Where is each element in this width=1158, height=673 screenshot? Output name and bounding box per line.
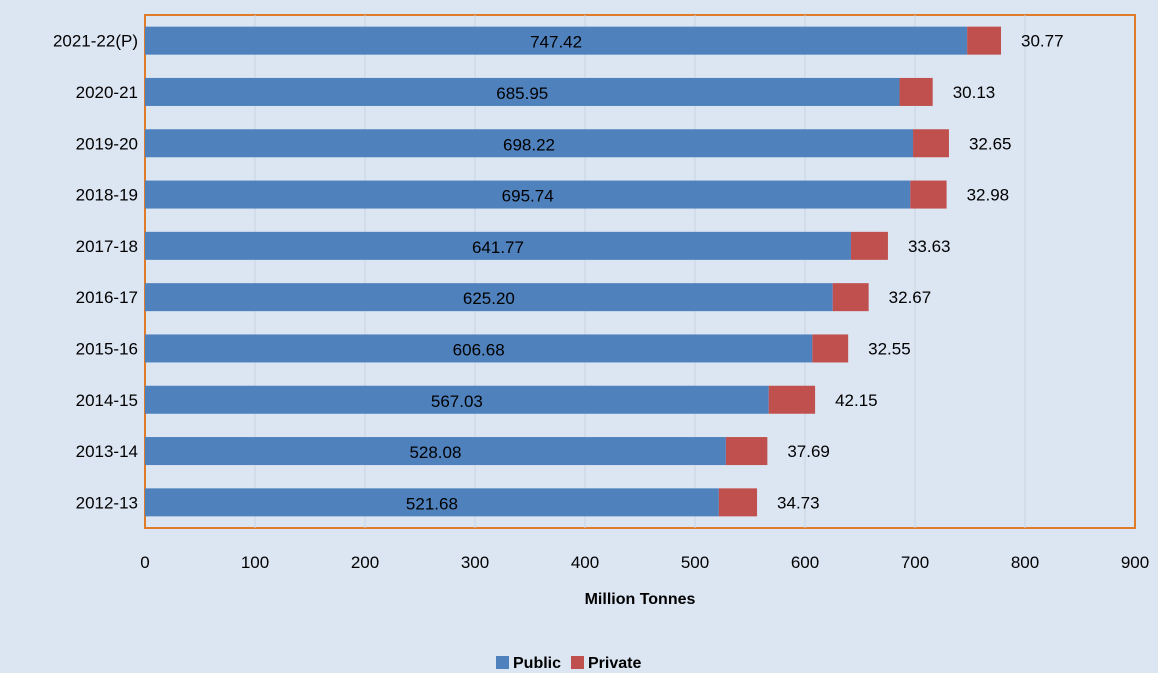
legend-swatch-private [571,656,584,669]
legend-swatch-public [496,656,509,669]
bar-private [832,283,869,312]
category-label: 2013-14 [76,442,138,461]
bar-private [899,77,933,106]
data-label-public: 695.74 [502,187,554,206]
data-label-private: 32.67 [889,288,932,307]
legend-label-private: Private [588,655,641,672]
data-label-private: 34.73 [777,493,820,512]
data-label-public: 606.68 [453,340,505,359]
category-label: 2015-16 [76,339,138,358]
data-label-public: 567.03 [431,392,483,411]
category-label: 2016-17 [76,288,138,307]
x-tick-label: 200 [351,553,379,572]
x-tick-label: 600 [791,553,819,572]
data-label-public: 625.20 [463,289,515,308]
legend: Public Private [496,655,641,672]
category-label: 2020-21 [76,83,138,102]
category-label: 2017-18 [76,237,138,256]
labels: 2021-22(P) 747.42 30.77 2020-21 685.95 30.13 2… [53,32,1064,514]
bar-private [718,488,758,517]
category-label: 2019-20 [76,134,138,153]
bar-private [768,385,816,414]
bar-public [145,385,769,414]
category-label: 2012-13 [76,493,138,512]
bar-public [145,283,833,312]
bar-public [145,488,719,517]
bar-private [967,26,1002,55]
data-label-private: 30.77 [1021,32,1064,51]
x-axis-ticks: 0 100 200 300 400 500 600 700 800 900 [140,553,1149,572]
data-label-public: 698.22 [503,135,555,154]
x-axis-title: Million Tonnes [585,591,696,608]
data-label-public: 685.95 [496,84,548,103]
data-label-private: 32.55 [868,339,911,358]
category-label: 2014-15 [76,391,138,410]
data-label-private: 42.15 [835,391,878,410]
category-label: 2018-19 [76,186,138,205]
bar-private [910,180,947,209]
plot-area [144,14,1136,529]
x-tick-label: 800 [1011,553,1039,572]
x-tick-label: 300 [461,553,489,572]
legend-label-public: Public [513,655,561,672]
data-label-public: 747.42 [530,33,582,52]
x-tick-label: 400 [571,553,599,572]
bars [145,26,1002,517]
data-label-private: 30.13 [953,83,996,102]
bar-public [145,77,900,106]
bar-private [725,437,768,466]
data-label-private: 33.63 [908,237,951,256]
data-label-private: 32.98 [967,186,1010,205]
bar-public [145,437,726,466]
bar-public [145,231,851,260]
data-label-private: 37.69 [787,442,830,461]
bar-public [145,129,914,158]
data-label-public: 521.68 [406,494,458,513]
x-tick-label: 0 [140,553,149,572]
x-tick-label: 900 [1121,553,1149,572]
x-tick-label: 700 [901,553,929,572]
bar-private [812,334,849,363]
bar-public [145,180,911,209]
x-tick-label: 500 [681,553,709,572]
bar-public [145,26,968,55]
bar-public [145,334,813,363]
category-label: 2021-22(P) [53,32,138,51]
bar-private [913,129,949,158]
data-label-public: 528.08 [409,443,461,462]
data-label-public: 641.77 [472,238,524,257]
x-tick-label: 100 [241,553,269,572]
bar-private [850,231,888,260]
data-label-private: 32.65 [969,134,1012,153]
